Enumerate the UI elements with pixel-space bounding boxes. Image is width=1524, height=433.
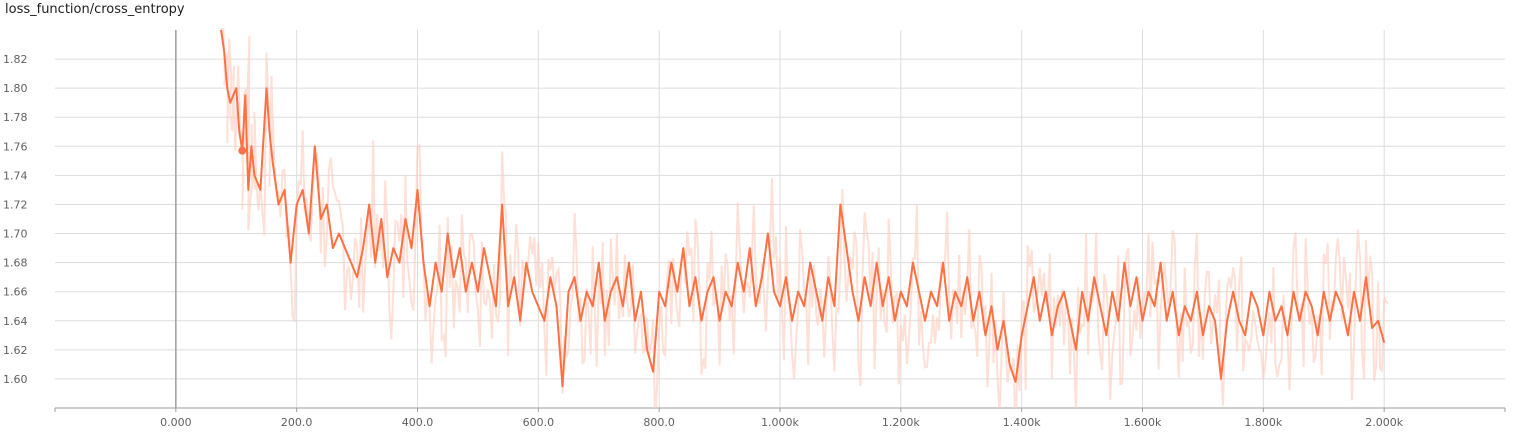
x-axis-ticks: 0.000 200.0 400.0 600.0 800.0 1.000k 1.200k 1.4… [160,416,1404,429]
x-tick-label: 1.000k [761,416,799,429]
y-tick-label: 1.74 [3,169,28,182]
raw-series [220,28,1389,408]
y-tick-label: 1.68 [3,257,28,270]
y-tick-label: 1.64 [3,315,28,328]
grid-lines [55,30,1505,408]
x-tick-label: 2.000k [1365,416,1403,429]
y-tick-label: 1.82 [3,53,28,66]
x-tick-label: 0.000 [160,416,192,429]
x-tick-label: 1.600k [1124,416,1162,429]
x-tick-label: 400.0 [402,416,434,429]
y-tick-label: 1.62 [3,344,28,357]
x-tick-label: 200.0 [281,416,313,429]
y-tick-label: 1.76 [3,140,28,153]
y-tick-label: 1.72 [3,198,28,211]
y-tick-label: 1.66 [3,286,28,299]
raw-line [220,28,1389,408]
y-tick-label: 1.60 [3,373,28,386]
highlight-marker [238,146,247,155]
y-tick-label: 1.80 [3,82,28,95]
x-tick-label: 1.400k [1003,416,1041,429]
smoothed-line [220,29,1386,388]
y-axis-ticks: 1.60 1.62 1.64 1.66 1.68 1.70 1.72 1.74 1.76 1.78… [3,53,28,386]
x-tick-label: 1.200k [882,416,920,429]
x-tick-label: 600.0 [523,416,555,429]
y-tick-label: 1.78 [3,111,28,124]
y-tick-label: 1.70 [3,228,28,241]
x-tick-label: 1.800k [1244,416,1282,429]
highlight-dot [238,146,247,155]
x-tick-label: 800.0 [643,416,675,429]
chart-title: loss_function/cross_entropy [5,2,185,17]
smoothed-series [220,29,1386,388]
axes [54,407,1506,412]
